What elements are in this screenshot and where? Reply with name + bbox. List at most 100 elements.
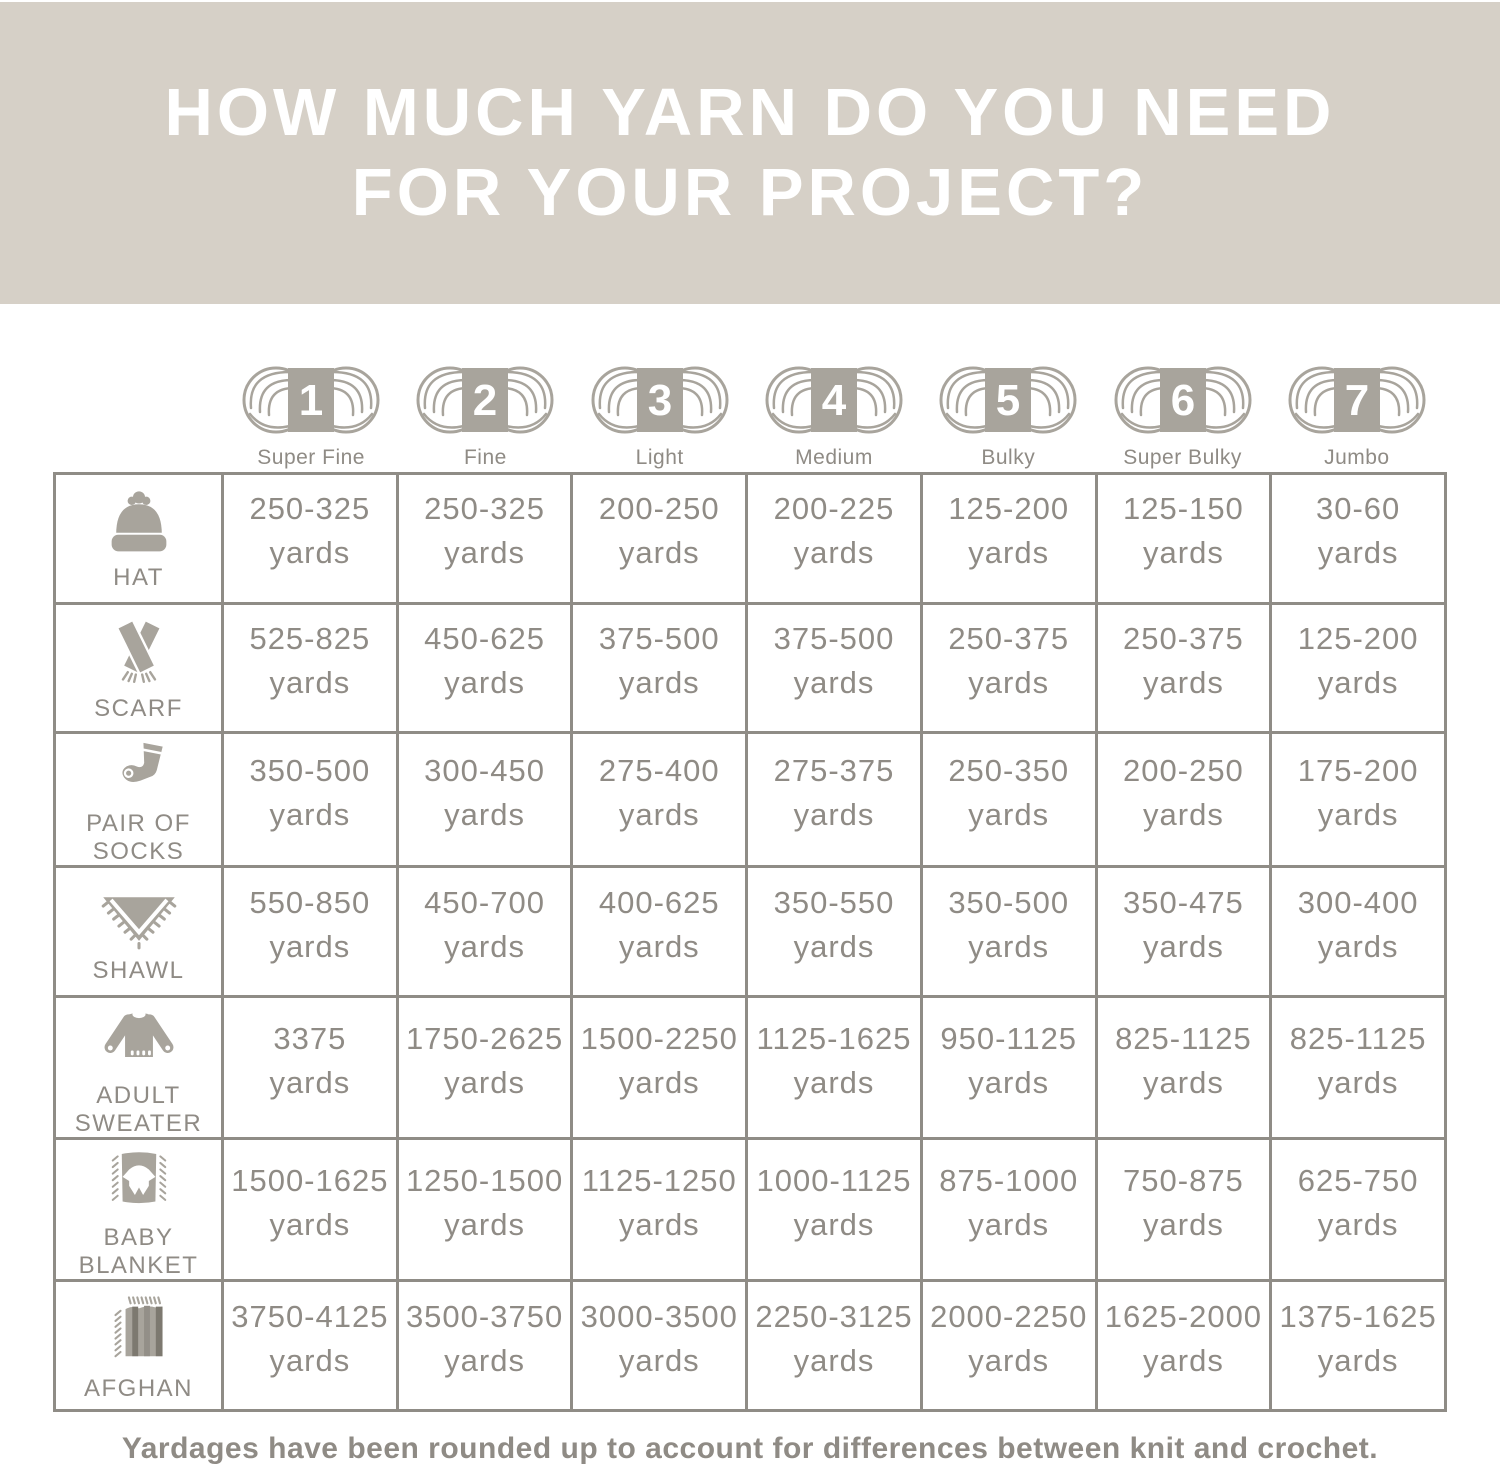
yardage-unit: yards	[269, 796, 351, 832]
yardage-cell: 375-500 yards	[748, 604, 920, 732]
scarf-icon	[115, 620, 159, 684]
yardage-range: 825-1125	[1289, 1020, 1427, 1056]
yardage-cell: 1500-2250 yards	[573, 998, 746, 1138]
yardage-unit: yards	[968, 1342, 1050, 1378]
yardage-range: 375-500	[773, 620, 895, 656]
yardage-range: 200-250	[598, 491, 720, 527]
yardage-cell: 1375-1625 yards	[1272, 1282, 1444, 1409]
afghan-icon	[113, 1296, 163, 1358]
yardage-range: 250-375	[948, 620, 1070, 656]
yardage-range: 400-625	[598, 884, 720, 920]
yardage-range: 750-875	[1123, 1162, 1244, 1198]
yardage-range: 250-375	[1123, 620, 1244, 656]
yardage-range: 2250-3125	[755, 1298, 913, 1334]
yarn-weight-label: Super Bulky	[1123, 446, 1242, 469]
baby-blanket-icon	[111, 1152, 166, 1204]
yarn-weight-item: 3 Light	[573, 356, 747, 470]
yardage-unit: yards	[444, 1342, 525, 1378]
footer-note: Yardages have been rounded up to account…	[121, 1432, 1379, 1465]
yardage-unit: yards	[793, 1206, 875, 1242]
yardage-cell: 1125-1250 yards	[573, 1140, 746, 1280]
yarn-weight-item: 7 Jumbo	[1270, 356, 1444, 470]
yardage-unit: yards	[1143, 664, 1224, 700]
yarn-weight-label: Medium	[795, 446, 873, 469]
yardage-cell: 1625-2000 yards	[1097, 1282, 1270, 1409]
yardage-cell: 1750-2625 yards	[398, 998, 571, 1138]
yardage-table: HAT 250-325 yards 250-325 yards 200-250 yar…	[53, 472, 1447, 1412]
yardage-unit: yards	[1143, 1206, 1224, 1242]
yarn-weight-label: Super Fine	[257, 446, 365, 469]
sweater-icon	[104, 1010, 173, 1058]
yardage-unit: yards	[793, 796, 875, 832]
yardage-range: 1125-1250	[581, 1162, 737, 1198]
yardage-unit: yards	[968, 535, 1050, 571]
yardage-range: 1250-1500	[405, 1162, 564, 1198]
yardage-cell: 200-250 yards	[573, 475, 746, 602]
yarn-weight-item: 6 Super Bulky	[1095, 356, 1269, 470]
yardage-range: 350-500	[948, 884, 1070, 920]
yardage-cell: 125-200 yards	[1272, 604, 1444, 732]
yarn-weight-label: Fine	[463, 446, 507, 469]
yardage-cell: 250-350 yards	[922, 734, 1095, 866]
yardage-cell: 875-1000 yards	[922, 1140, 1095, 1280]
project-label: SHAWL	[92, 957, 185, 985]
project-label: ADULT SWEATER	[74, 1082, 203, 1137]
yardage-unit: yards	[618, 1342, 700, 1378]
yardage-unit: yards	[968, 796, 1050, 832]
yardage-cell: 200-225 yards	[748, 475, 920, 602]
yarn-weight-label: Jumbo	[1324, 446, 1390, 469]
yardage-range: 1750-2625	[405, 1020, 564, 1056]
yardage-cell: 250-375 yards	[1097, 604, 1270, 732]
yardage-range: 200-250	[1123, 752, 1244, 788]
yardage-range: 275-400	[598, 752, 720, 788]
project-label: AFGHAN	[83, 1374, 193, 1402]
yardage-cell: 3750-4125 yards	[224, 1282, 396, 1409]
yardage-range: 250-325	[424, 491, 545, 527]
project-cell: ADULT SWEATER	[56, 998, 221, 1138]
header-band: HOW MUCH YARN DO YOU NEED FOR YOUR PROJE…	[0, 2, 1500, 304]
yarn-weight-label: Light	[635, 446, 684, 469]
yarn-weight-item: 4 Medium	[747, 356, 921, 470]
yardage-range: 825-1125	[1115, 1020, 1252, 1056]
yardage-unit: yards	[269, 1342, 351, 1378]
yardage-cell: 550-850 yards	[224, 868, 396, 996]
yardage-range: 1625-2000	[1104, 1298, 1263, 1334]
yardage-range: 550-850	[249, 884, 371, 920]
yardage-unit: yards	[269, 1206, 351, 1242]
yardage-unit: yards	[1317, 664, 1399, 700]
yardage-cell: 3375 yards	[224, 998, 396, 1138]
yardage-range: 300-450	[424, 752, 545, 788]
yardage-unit: yards	[618, 796, 700, 832]
yardage-range: 450-700	[424, 884, 545, 920]
yardage-unit: yards	[793, 1064, 875, 1100]
yardage-unit: yards	[1143, 535, 1224, 571]
yarn-skein-icon: 6	[1114, 366, 1252, 434]
yardage-range: 275-375	[773, 752, 895, 788]
yarn-weight-number: 1	[299, 376, 323, 425]
yardage-cell: 300-450 yards	[398, 734, 571, 866]
yardage-cell: 750-875 yards	[1097, 1140, 1270, 1280]
yarn-weight-number: 3	[647, 376, 671, 425]
yardage-unit: yards	[968, 1206, 1050, 1242]
socks-icon	[121, 743, 163, 783]
yardage-unit: yards	[618, 535, 700, 571]
yardage-cell: 300-400 yards	[1272, 868, 1444, 996]
yardage-cell: 350-500 yards	[922, 868, 1095, 996]
yardage-cell: 625-750 yards	[1272, 1140, 1444, 1280]
yardage-cell: 450-625 yards	[398, 604, 571, 732]
yardage-range: 200-225	[773, 491, 895, 527]
yardage-range: 250-350	[948, 752, 1070, 788]
yarn-skein-icon: 2	[416, 366, 554, 434]
yardage-range: 300-400	[1297, 884, 1419, 920]
yardage-range: 350-475	[1123, 884, 1244, 920]
yardage-cell: 275-375 yards	[748, 734, 920, 866]
yardage-cell: 175-200 yards	[1272, 734, 1444, 866]
yardage-unit: yards	[1143, 928, 1224, 964]
yardage-range: 350-550	[773, 884, 895, 920]
yardage-cell: 1000-1125 yards	[748, 1140, 920, 1280]
yardage-range: 175-200	[1297, 752, 1419, 788]
yardage-unit: yards	[444, 796, 525, 832]
yardage-range: 1500-1625	[231, 1162, 389, 1198]
yarn-weight-number: 6	[1170, 376, 1194, 425]
